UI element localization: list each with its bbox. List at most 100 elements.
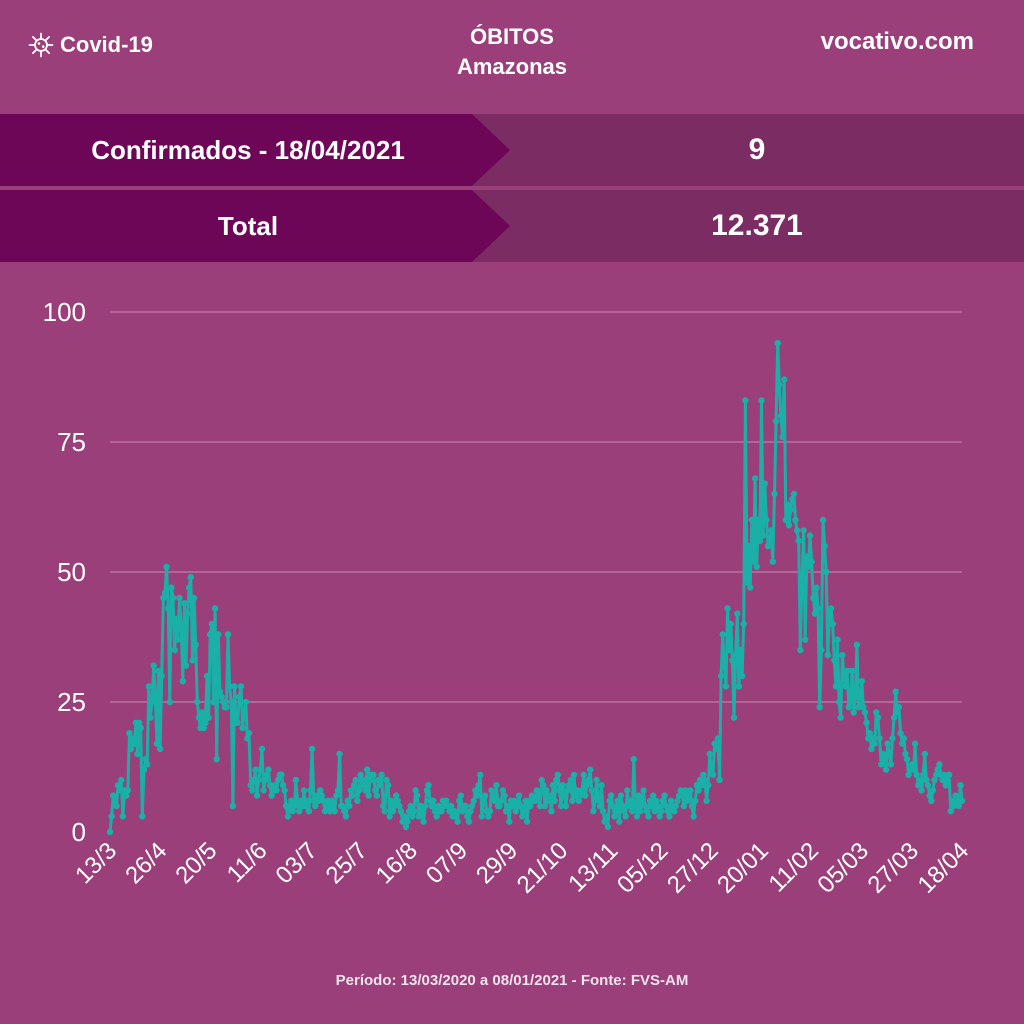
data-point	[763, 516, 770, 524]
data-point	[813, 584, 820, 591]
data-point	[363, 766, 371, 773]
data-point	[237, 683, 245, 690]
data-point	[722, 683, 730, 690]
data-point	[520, 808, 528, 815]
data-point	[698, 782, 705, 789]
data-point	[266, 782, 274, 789]
data-point	[131, 740, 138, 747]
data-point	[490, 792, 497, 799]
data-point	[234, 719, 241, 726]
data-point	[207, 631, 214, 638]
data-point	[549, 782, 557, 789]
total-value: 12.371	[711, 209, 803, 242]
data-point	[742, 397, 749, 404]
data-point	[650, 792, 657, 799]
data-point	[617, 792, 625, 799]
data-point	[543, 787, 550, 794]
data-point	[847, 698, 854, 706]
data-point	[645, 813, 652, 820]
data-point	[599, 808, 607, 815]
data-point	[187, 574, 194, 581]
data-point	[224, 631, 232, 638]
data-point	[611, 813, 618, 820]
data-point	[818, 646, 825, 654]
data-point	[856, 698, 864, 706]
data-point	[137, 724, 144, 732]
data-point	[824, 652, 831, 659]
y-tick-label: 0	[72, 817, 86, 847]
data-point	[693, 782, 701, 789]
data-point	[874, 714, 882, 721]
data-point	[265, 766, 272, 773]
data-point	[789, 496, 796, 503]
data-point	[932, 771, 940, 778]
data-point	[848, 667, 856, 674]
data-point	[876, 735, 883, 742]
data-point	[890, 714, 898, 721]
data-point	[753, 563, 760, 570]
data-point	[714, 735, 722, 742]
data-point	[166, 698, 173, 706]
data-point	[839, 652, 846, 659]
data-point	[242, 698, 249, 706]
data-point	[603, 813, 610, 820]
data-point	[637, 808, 644, 815]
data-point	[863, 719, 870, 726]
data-point	[160, 594, 167, 602]
data-point	[758, 397, 765, 404]
data-point	[200, 724, 207, 732]
data-point	[748, 516, 755, 524]
data-point	[334, 787, 342, 794]
data-point	[258, 745, 266, 752]
data-point	[614, 797, 621, 804]
data-point	[478, 813, 485, 820]
data-point	[823, 568, 830, 576]
data-point	[840, 672, 848, 680]
data-point	[496, 802, 503, 810]
data-point	[671, 808, 678, 815]
x-tick-label: 20/5	[170, 837, 222, 889]
total-row: Total 12.371	[0, 190, 1024, 262]
data-point	[199, 709, 206, 716]
data-point	[612, 808, 620, 815]
x-tick-label: 11/6	[222, 837, 273, 888]
data-point	[703, 797, 710, 804]
data-point	[284, 813, 291, 820]
data-point	[391, 802, 398, 810]
data-point	[446, 808, 453, 815]
y-axis-ticks: 0 25 50 75 100	[43, 297, 86, 847]
data-point	[216, 688, 224, 695]
data-point	[949, 797, 956, 804]
data-point	[653, 797, 660, 804]
data-point	[677, 787, 684, 794]
data-point	[591, 797, 599, 804]
data-point	[155, 667, 162, 674]
data-point	[357, 771, 364, 778]
data-point	[389, 808, 397, 815]
data-point	[583, 782, 591, 789]
x-tick-label: 20/01	[712, 837, 774, 899]
data-point	[352, 776, 359, 784]
data-point	[790, 490, 798, 498]
data-point	[661, 792, 668, 799]
data-point	[536, 802, 544, 810]
data-point	[740, 620, 747, 628]
data-point	[297, 797, 304, 804]
data-point	[785, 522, 793, 529]
data-point	[958, 797, 966, 804]
data-point	[331, 808, 338, 815]
data-point	[111, 797, 119, 804]
data-point	[158, 672, 165, 680]
data-point	[656, 813, 663, 820]
data-point	[587, 766, 594, 773]
data-point	[176, 594, 183, 602]
data-point	[110, 792, 117, 799]
data-point	[865, 735, 872, 742]
data-point	[381, 808, 388, 815]
data-point	[244, 735, 251, 742]
data-point	[347, 787, 355, 794]
data-point	[588, 787, 595, 794]
data-point	[388, 797, 395, 804]
data-point	[488, 787, 495, 794]
data-point	[202, 719, 209, 726]
